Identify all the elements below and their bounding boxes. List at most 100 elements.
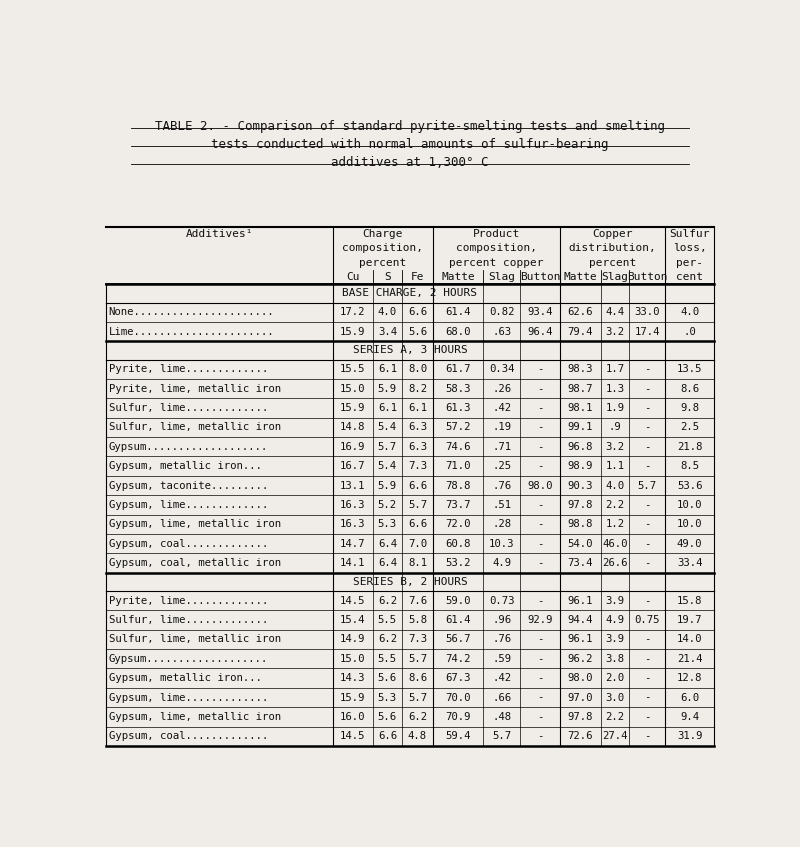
Text: 33.4: 33.4 (677, 558, 702, 568)
Text: .42: .42 (492, 403, 511, 413)
Text: .19: .19 (492, 423, 511, 432)
Text: -: - (644, 654, 650, 664)
Text: 6.4: 6.4 (378, 558, 397, 568)
Text: .0: .0 (683, 327, 696, 336)
Text: 3.9: 3.9 (606, 634, 625, 645)
Text: 15.8: 15.8 (677, 595, 702, 606)
Text: Sulfur, lime, metallic iron: Sulfur, lime, metallic iron (109, 634, 281, 645)
Text: Gypsum, lime, metallic iron: Gypsum, lime, metallic iron (109, 712, 281, 722)
Text: 5.7: 5.7 (638, 480, 657, 490)
Text: 70.9: 70.9 (446, 712, 470, 722)
Text: composition,: composition, (342, 243, 423, 253)
Text: 6.2: 6.2 (408, 712, 427, 722)
Text: 90.3: 90.3 (568, 480, 594, 490)
Text: 0.82: 0.82 (489, 307, 514, 318)
Text: 5.8: 5.8 (408, 615, 427, 625)
Text: Lime......................: Lime...................... (109, 327, 274, 336)
Text: 97.0: 97.0 (568, 693, 594, 702)
Text: 16.9: 16.9 (340, 442, 366, 451)
Text: -: - (537, 500, 543, 510)
Text: 5.9: 5.9 (378, 384, 397, 394)
Text: 21.4: 21.4 (677, 654, 702, 664)
Text: 49.0: 49.0 (677, 539, 702, 549)
Text: 16.3: 16.3 (340, 519, 366, 529)
Text: .76: .76 (492, 480, 511, 490)
Text: 72.0: 72.0 (446, 519, 470, 529)
Text: Matte: Matte (564, 272, 598, 282)
Text: -: - (644, 712, 650, 722)
Text: -: - (644, 595, 650, 606)
Text: 96.4: 96.4 (527, 327, 553, 336)
Text: 4.9: 4.9 (492, 558, 511, 568)
Text: Slag: Slag (488, 272, 515, 282)
Text: -: - (644, 673, 650, 684)
Text: 3.2: 3.2 (606, 327, 625, 336)
Text: 61.4: 61.4 (446, 307, 470, 318)
Text: 14.1: 14.1 (340, 558, 366, 568)
Text: -: - (537, 423, 543, 432)
Text: .63: .63 (492, 327, 511, 336)
Text: 1.2: 1.2 (606, 519, 625, 529)
Text: 5.6: 5.6 (378, 673, 397, 684)
Text: 4.0: 4.0 (606, 480, 625, 490)
Text: -: - (644, 558, 650, 568)
Text: 56.7: 56.7 (446, 634, 470, 645)
Text: 6.6: 6.6 (408, 519, 427, 529)
Text: 4.8: 4.8 (408, 731, 427, 741)
Text: 71.0: 71.0 (446, 461, 470, 471)
Text: 74.2: 74.2 (446, 654, 470, 664)
Text: 4.0: 4.0 (680, 307, 699, 318)
Text: 62.6: 62.6 (568, 307, 594, 318)
Text: -: - (644, 519, 650, 529)
Text: 5.6: 5.6 (408, 327, 427, 336)
Text: 7.0: 7.0 (408, 539, 427, 549)
Text: Pyrite, lime, metallic iron: Pyrite, lime, metallic iron (109, 384, 281, 394)
Text: 27.4: 27.4 (602, 731, 628, 741)
Text: 15.4: 15.4 (340, 615, 366, 625)
Text: Button: Button (520, 272, 561, 282)
Text: percent: percent (589, 257, 636, 268)
Text: Sulfur: Sulfur (670, 229, 710, 239)
Text: 17.2: 17.2 (340, 307, 366, 318)
Text: 14.7: 14.7 (340, 539, 366, 549)
Text: 15.9: 15.9 (340, 693, 366, 702)
Text: -: - (644, 500, 650, 510)
Text: per-: per- (676, 257, 703, 268)
Text: 5.7: 5.7 (408, 654, 427, 664)
Text: 94.4: 94.4 (568, 615, 594, 625)
Text: 14.3: 14.3 (340, 673, 366, 684)
Text: 2.5: 2.5 (680, 423, 699, 432)
Text: 96.1: 96.1 (568, 634, 594, 645)
Text: 96.8: 96.8 (568, 442, 594, 451)
Text: 13.5: 13.5 (677, 364, 702, 374)
Text: 0.73: 0.73 (489, 595, 514, 606)
Text: 5.3: 5.3 (378, 693, 397, 702)
Text: 6.4: 6.4 (378, 539, 397, 549)
Text: 6.3: 6.3 (408, 423, 427, 432)
Text: .25: .25 (492, 461, 511, 471)
Text: 92.9: 92.9 (527, 615, 553, 625)
Text: distribution,: distribution, (569, 243, 657, 253)
Text: 8.0: 8.0 (408, 364, 427, 374)
Text: .71: .71 (492, 442, 511, 451)
Text: 5.3: 5.3 (378, 519, 397, 529)
Text: Gypsum, coal.............: Gypsum, coal............. (109, 539, 268, 549)
Text: 61.7: 61.7 (446, 364, 470, 374)
Text: .48: .48 (492, 712, 511, 722)
Text: Gypsum, taconite.........: Gypsum, taconite......... (109, 480, 268, 490)
Text: Gypsum, metallic iron...: Gypsum, metallic iron... (109, 673, 262, 684)
Text: 70.0: 70.0 (446, 693, 470, 702)
Text: 31.9: 31.9 (677, 731, 702, 741)
Text: 98.0: 98.0 (568, 673, 594, 684)
Text: Charge: Charge (362, 229, 403, 239)
Text: 98.0: 98.0 (527, 480, 553, 490)
Text: cent: cent (676, 272, 703, 282)
Text: 4.4: 4.4 (606, 307, 625, 318)
Text: Sulfur, lime.............: Sulfur, lime............. (109, 615, 268, 625)
Text: 16.0: 16.0 (340, 712, 366, 722)
Text: Fe: Fe (410, 272, 424, 282)
Text: Gypsum...................: Gypsum................... (109, 442, 268, 451)
Text: 1.7: 1.7 (606, 364, 625, 374)
Text: Button: Button (627, 272, 667, 282)
Text: 6.6: 6.6 (378, 731, 397, 741)
